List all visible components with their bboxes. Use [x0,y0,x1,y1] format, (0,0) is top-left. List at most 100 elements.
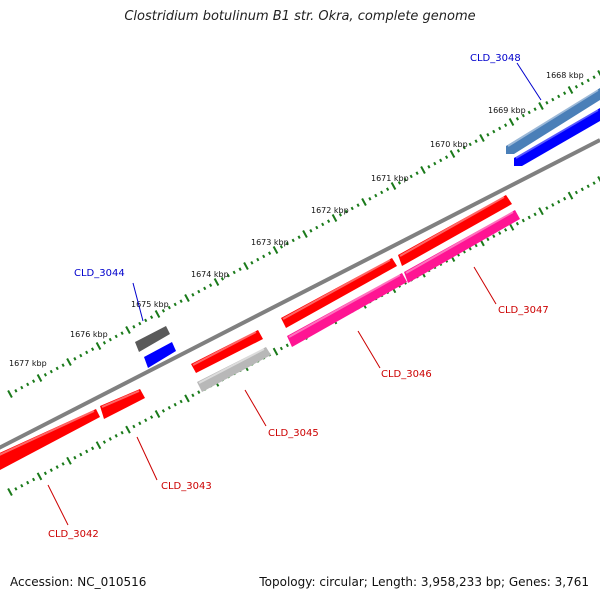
minor-tick [586,78,590,83]
gene-cld-3044-upper[interactable] [135,326,170,352]
minor-tick [20,483,24,488]
gene-cld-3046-upper[interactable] [281,258,397,328]
minor-tick [150,315,154,319]
minor-tick [592,181,596,185]
minor-tick [321,222,325,227]
minor-tick [545,206,549,210]
minor-tick [492,234,496,238]
major-tick [302,230,308,238]
minor-tick [433,161,437,166]
minor-tick [533,107,537,111]
major-tick [508,118,515,126]
gene-cld-3046[interactable] [287,273,407,347]
callout-line-cld-3045 [244,389,267,427]
minor-tick [114,334,118,339]
minor-tick [179,399,183,404]
minor-tick [315,225,319,230]
minor-tick [167,405,171,410]
minor-tick [26,382,30,387]
minor-tick [409,174,413,179]
minor-tick [49,468,53,472]
minor-tick [161,409,165,413]
minor-tick [386,187,390,191]
minor-tick [120,331,124,335]
minor-tick [468,142,472,147]
gene-label-cld-3046[interactable]: CLD_3046 [381,369,432,380]
gene-label-cld-3044[interactable]: CLD_3044 [74,268,125,279]
gene-cld-3048-partner[interactable] [514,108,600,166]
genome-summary-text: Topology: circular; Length: 3,958,233 bp… [259,575,589,589]
minor-tick [309,229,313,233]
scale-label-1670: 1670 kbp [430,140,468,149]
minor-tick [580,81,584,86]
minor-tick [557,94,561,99]
minor-tick [492,129,496,134]
minor-tick [114,434,118,438]
minor-tick [209,283,213,287]
gene-label-cld-3042[interactable]: CLD_3042 [48,529,99,540]
minor-tick [173,402,177,407]
minor-tick [374,193,378,198]
map-title: Clostridium botulinum B1 str. Okra, comp… [124,9,476,24]
minor-tick [586,184,590,189]
minor-tick [85,449,89,454]
major-tick [7,488,13,496]
minor-tick [150,415,154,419]
scale-label-1669: 1669 kbp [488,106,526,115]
major-tick [184,394,190,403]
minor-tick [574,190,578,195]
major-tick [390,182,397,190]
minor-tick [515,117,519,121]
minor-tick [43,471,47,476]
major-tick [213,278,220,286]
minor-tick [161,309,165,313]
minor-tick [350,206,354,211]
callout-line-cld-3046 [357,330,381,369]
minor-tick [415,171,419,175]
major-tick [66,456,72,465]
major-tick [597,70,600,77]
major-tick [184,294,190,302]
scale-label-1671: 1671 kbp [371,174,409,183]
minor-tick [220,277,224,281]
minor-tick [338,213,342,217]
upper-scale-ticks [7,70,600,398]
gene-label-cld-3048[interactable]: CLD_3048 [470,53,521,64]
gene-cld-3045[interactable] [197,347,271,392]
major-tick [95,342,102,350]
minor-tick [504,123,508,127]
minor-tick [55,366,59,371]
minor-tick [144,318,148,323]
callout-line-cld-3047 [473,266,497,305]
gene-cld-3044[interactable] [144,342,176,368]
gene-cld-3043[interactable] [100,389,145,419]
major-tick [361,198,367,206]
minor-tick [191,393,195,398]
minor-tick [203,286,207,291]
minor-tick [515,221,519,226]
minor-tick [14,487,18,491]
major-tick [36,472,43,481]
minor-tick [456,149,460,153]
gene-label-cld-3045[interactable]: CLD_3045 [268,428,319,439]
gene-label-cld-3043[interactable]: CLD_3043 [161,481,212,492]
minor-tick [73,357,77,361]
gene-cld-3042[interactable] [0,409,100,470]
minor-tick [498,231,502,235]
minor-tick [238,267,242,271]
minor-tick [545,101,549,105]
minor-tick [232,270,236,275]
gene-label-cld-3047[interactable]: CLD_3047 [498,305,549,316]
minor-tick [73,455,77,460]
gene-cld-3045-upper[interactable] [191,330,263,373]
minor-tick [132,424,136,429]
scale-label-1676: 1676 kbp [70,330,108,339]
gene-cld-3047-upper[interactable] [398,195,512,266]
major-tick [538,102,544,110]
minor-tick [474,243,478,248]
minor-tick [427,165,431,169]
gene-cld-3048[interactable] [506,88,600,154]
gene-cld-3047[interactable] [404,210,520,283]
scale-label-1673: 1673 kbp [251,238,289,247]
